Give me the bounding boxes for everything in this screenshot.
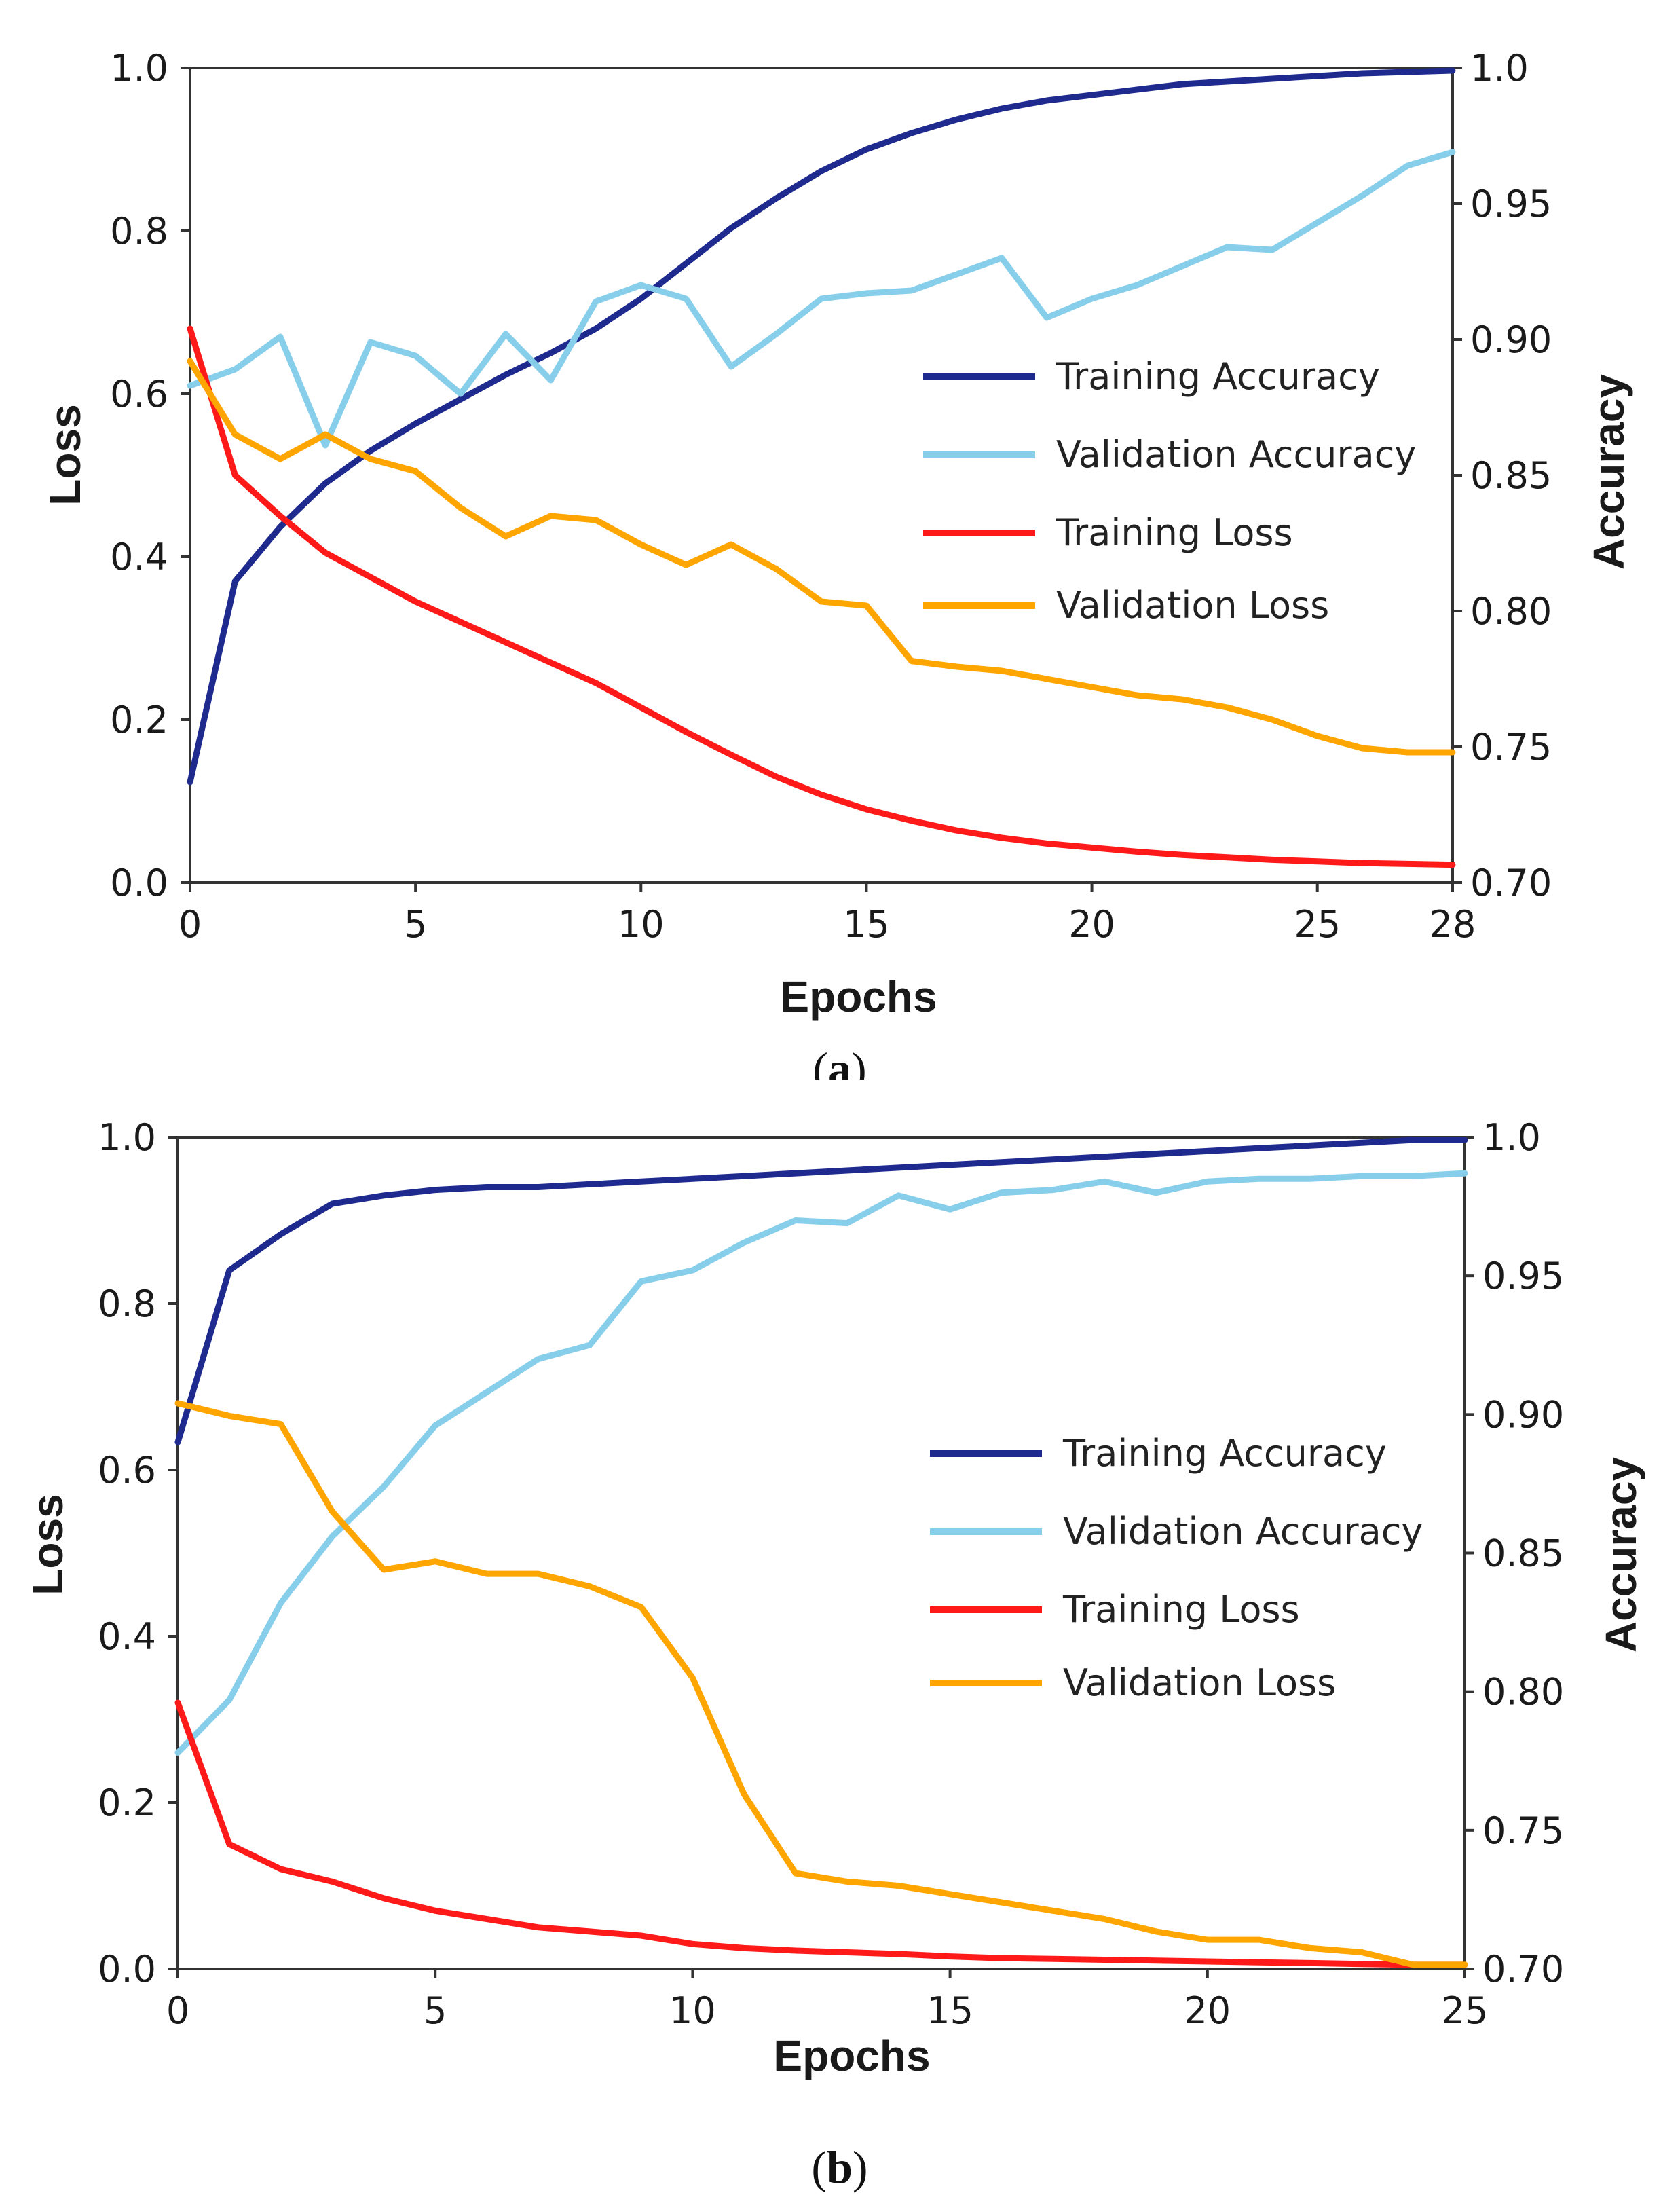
- y-left-tick-label: 0.0: [98, 1948, 156, 1991]
- x-tick-label: 0: [179, 903, 202, 946]
- y-right-tick-label: 0.80: [1482, 1671, 1564, 1714]
- x-tick-label: 25: [1442, 1989, 1489, 2032]
- legend-label: Training Accuracy: [1056, 355, 1380, 398]
- y-right-tick-label: 0.95: [1482, 1255, 1564, 1297]
- y-left-tick-label: 0.4: [98, 1615, 156, 1658]
- y-axis-label-left: Loss: [23, 1494, 72, 1595]
- y-right-tick-label: 0.90: [1482, 1393, 1564, 1436]
- chart-panel-a: 0 5 10 15 20 25 28 0.0 0.2 0.4 0.6 0.8 1.0 0.70 0.75 0.…: [41, 47, 1633, 1080]
- panel-caption: (a): [813, 1043, 866, 1080]
- y-right-tick-label: 0.85: [1482, 1532, 1564, 1575]
- y-left-tick-label: 0.2: [98, 1782, 156, 1824]
- x-tick-label: 20: [1184, 1989, 1231, 2032]
- legend-label: Validation Loss: [1063, 1661, 1336, 1704]
- legend-label: Training Accuracy: [1062, 1432, 1387, 1475]
- y-left-tick-label: 1.0: [98, 1116, 156, 1159]
- series-line-validation-loss: [187, 358, 1456, 756]
- y-left-tick-label: 0.8: [98, 1283, 156, 1325]
- plot-area: 0 5 10 15 20 25 0.0 0.2 0.4 0.6 0.8 1.0 0.70 0.75 0.80…: [98, 1116, 1564, 2032]
- y-right-tick-label: 0.70: [1470, 862, 1552, 904]
- legend-label: Validation Loss: [1056, 584, 1329, 627]
- x-tick-label: 15: [927, 1989, 973, 2032]
- x-tick-label: 15: [843, 903, 890, 946]
- y-right-tick-label: 0.75: [1470, 726, 1552, 769]
- y-axis-label-right: Accuracy: [1597, 1457, 1645, 1653]
- legend-label: Training Loss: [1056, 511, 1293, 554]
- series-line-validation-accuracy: [174, 1170, 1468, 1756]
- y-left-tick-label: 0.2: [110, 699, 168, 741]
- x-tick-label: 10: [669, 1989, 716, 2032]
- x-tick-label: 20: [1068, 903, 1115, 946]
- series-line-training-accuracy: [187, 67, 1456, 786]
- y-left-tick-label: 1.0: [110, 47, 168, 90]
- series-line-validation-accuracy: [187, 149, 1456, 449]
- x-tick-label: 5: [404, 903, 427, 946]
- x-tick-label: 10: [618, 903, 665, 946]
- series-line-training-loss: [187, 325, 1456, 868]
- series-line-training-loss: [174, 1699, 1468, 1968]
- x-tick-label: 0: [166, 1989, 189, 2032]
- y-left-tick-label: 0.6: [110, 373, 168, 416]
- y-right-tick-label: 0.70: [1482, 1948, 1564, 1991]
- y-right-tick-label: 0.90: [1470, 318, 1552, 361]
- series-line-training-accuracy: [174, 1137, 1468, 1445]
- legend-label: Training Loss: [1062, 1588, 1300, 1631]
- y-left-tick-label: 0.8: [110, 210, 168, 253]
- y-axis-label-right: Accuracy: [1584, 374, 1633, 570]
- y-right-tick-label: 0.75: [1482, 1809, 1564, 1852]
- y-right-tick-label: 1.0: [1470, 47, 1529, 90]
- y-left-tick-label: 0.6: [98, 1449, 156, 1492]
- y-right-tick-label: 1.0: [1482, 1116, 1541, 1159]
- x-tick-label: 28: [1430, 903, 1476, 946]
- legend-label: Validation Accuracy: [1056, 433, 1416, 476]
- x-tick-label: 25: [1294, 903, 1341, 946]
- legend: Training Accuracy Validation Accuracy Tr…: [930, 1432, 1423, 1704]
- x-axis-label: Epochs: [780, 972, 937, 1021]
- y-left-tick-label: 0.4: [110, 536, 168, 578]
- chart-panel-b: 0 5 10 15 20 25 0.0 0.2 0.4 0.6 0.8 1.0 0.70 0.75 0.80…: [23, 1116, 1645, 2193]
- panel-caption: (b): [811, 2141, 867, 2193]
- series-line-validation-loss: [174, 1400, 1468, 1968]
- y-left-tick-label: 0.0: [110, 862, 168, 904]
- plot-area: 0 5 10 15 20 25 28 0.0 0.2 0.4 0.6 0.8 1.0 0.70 0.75 0.…: [110, 47, 1552, 946]
- y-axis-label-left: Loss: [41, 404, 90, 505]
- y-right-tick-label: 0.85: [1470, 454, 1552, 497]
- x-axis-label: Epochs: [773, 2031, 930, 2080]
- x-tick-label: 5: [424, 1989, 447, 2032]
- y-right-tick-label: 0.80: [1470, 590, 1552, 633]
- legend-label: Validation Accuracy: [1063, 1510, 1423, 1553]
- y-right-tick-label: 0.95: [1470, 183, 1552, 225]
- legend: Training Accuracy Validation Accuracy Tr…: [923, 355, 1416, 627]
